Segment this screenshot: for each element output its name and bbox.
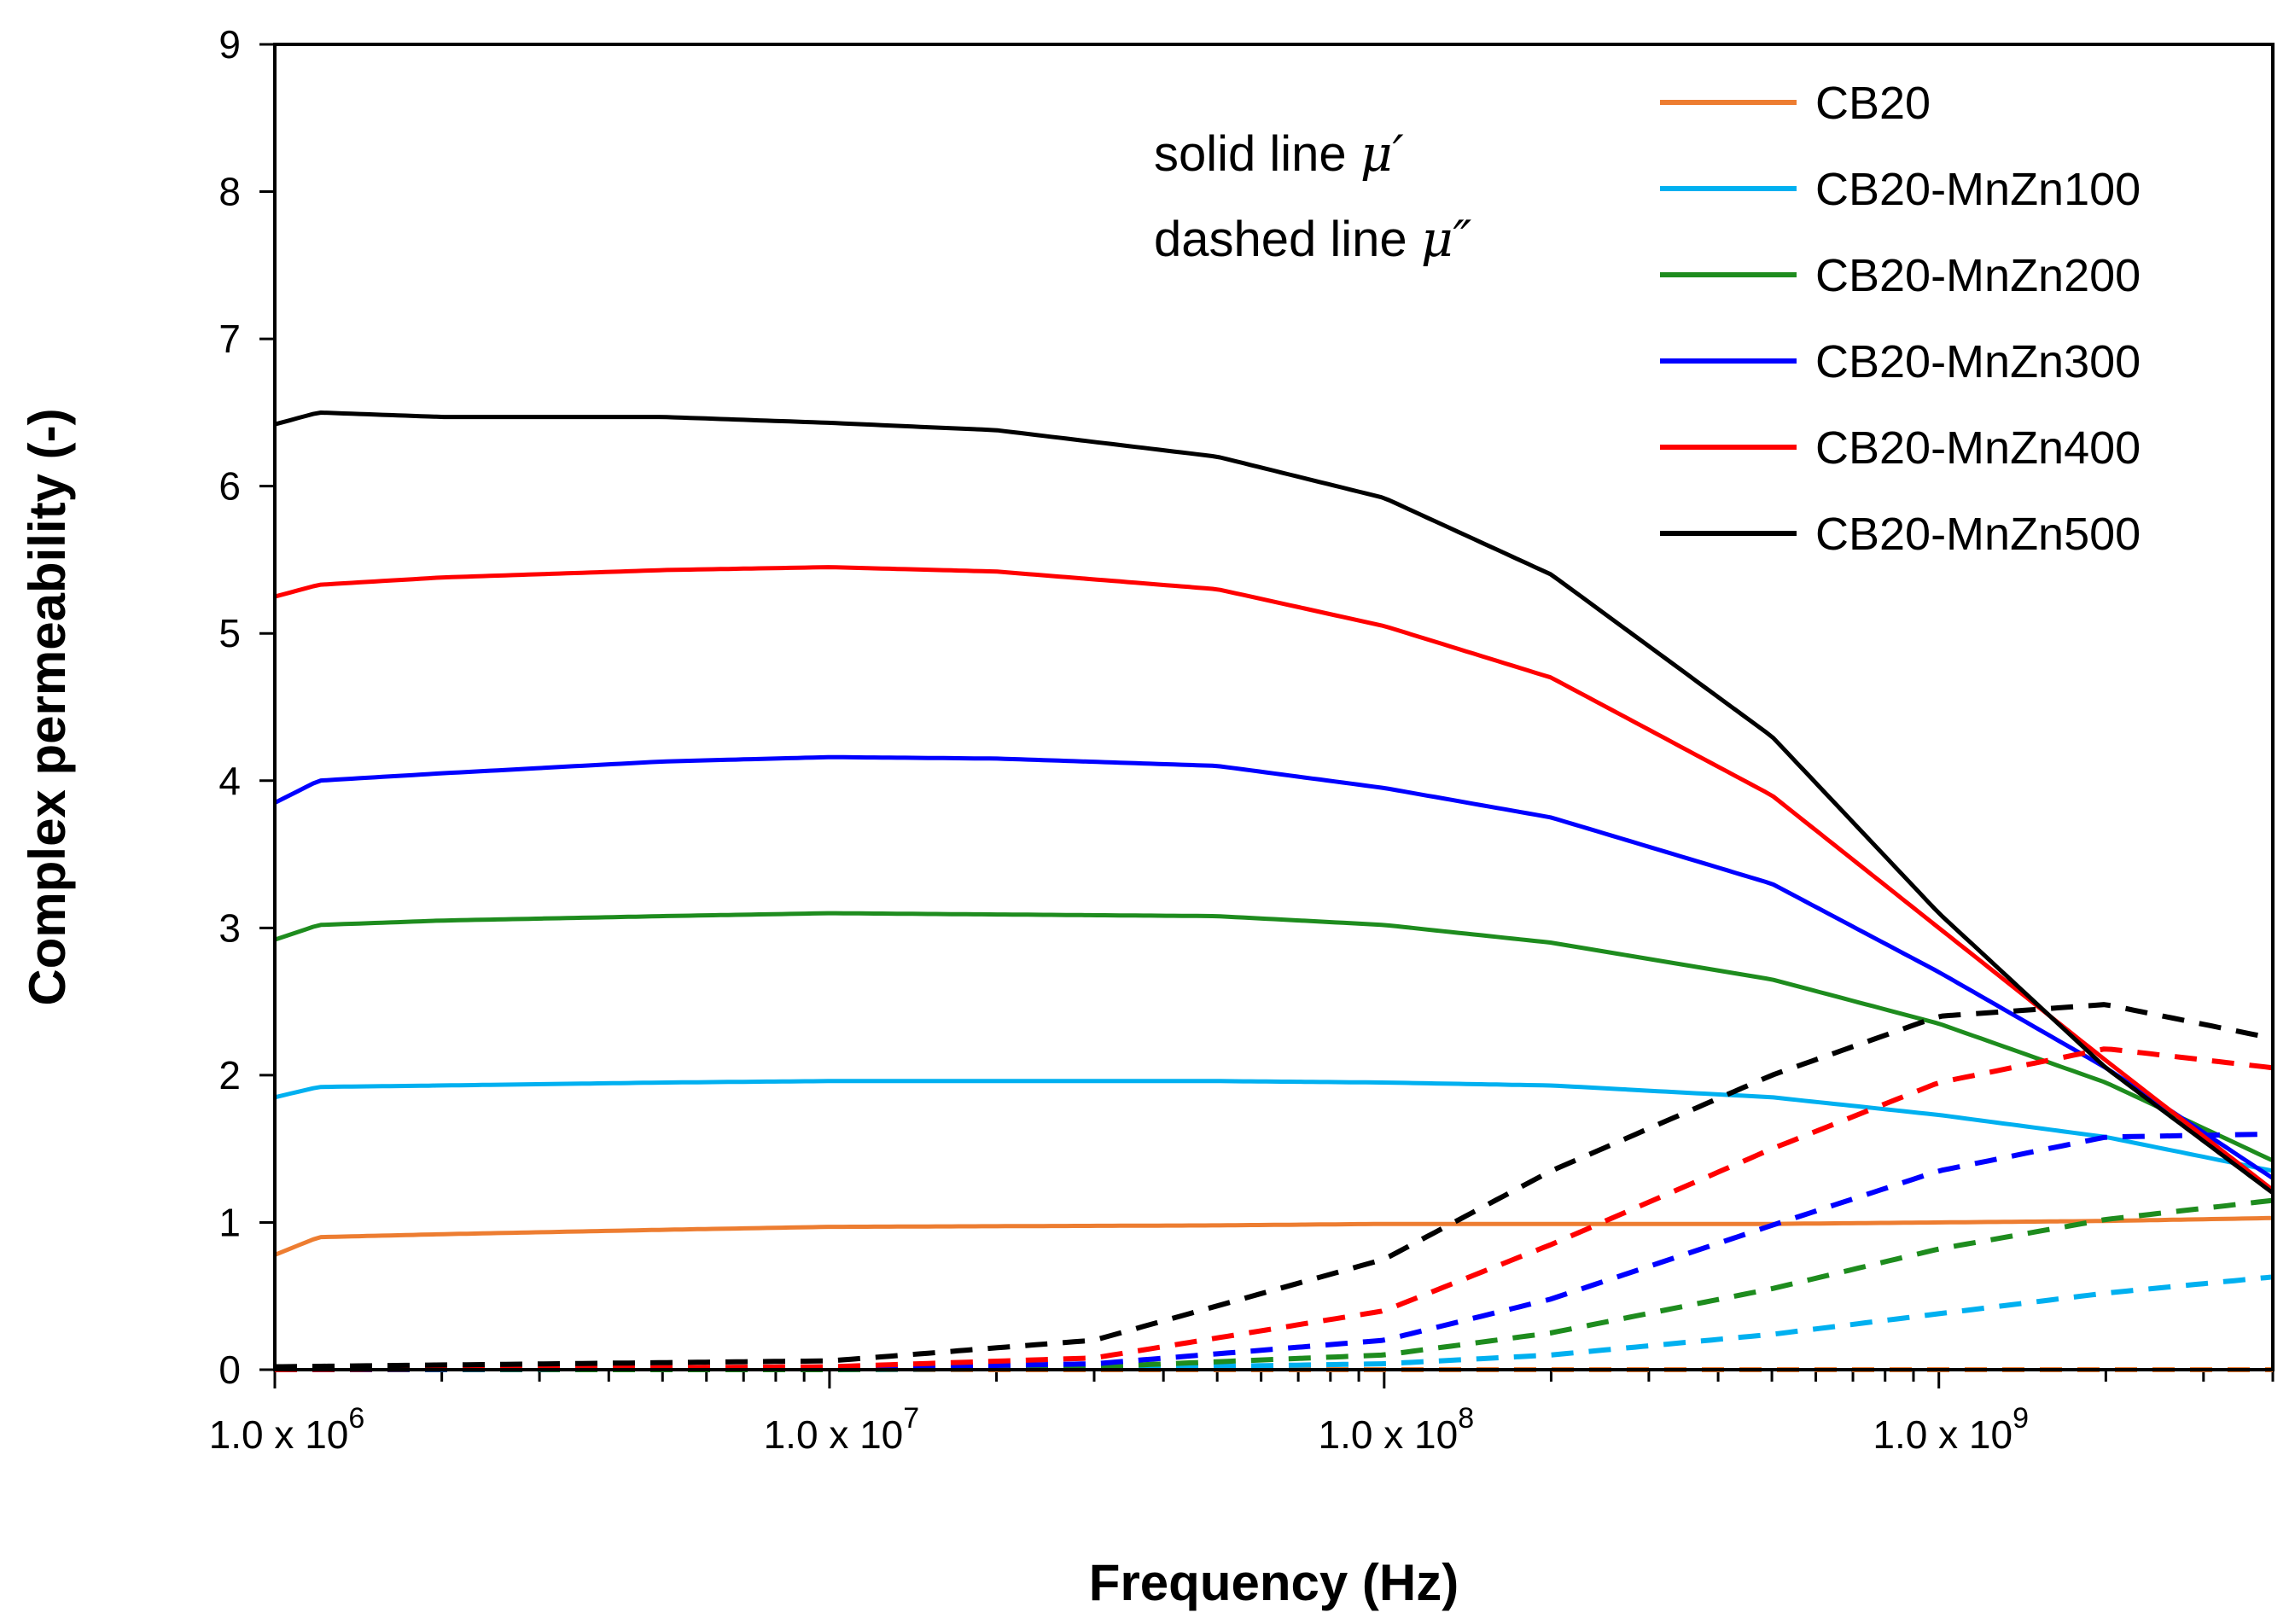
legend-item: CB20-MnZn200	[1660, 250, 2141, 301]
annotation-solid-line: solid line μ′	[1154, 125, 1404, 183]
series-cb20-mnzn300	[273, 754, 2275, 1372]
y-tick-label: 0	[218, 1348, 241, 1392]
legend-item: CB20-MnZn300	[1660, 336, 2141, 387]
y-tick-label: 8	[218, 170, 241, 214]
legend-item: CB20-MnZn100	[1660, 164, 2141, 215]
imaginary-part-line	[275, 1131, 2274, 1372]
real-part-line	[274, 1079, 2274, 1173]
series-cb20-mnzn200	[274, 911, 2275, 1372]
y-tick-labels: 0 1 2 3 4 5 6 7 8 9	[218, 22, 241, 1392]
plot-area-frame	[273, 43, 2275, 1371]
mu-prime-symbol: μ′	[1360, 125, 1404, 183]
annotation-solid-text: solid line	[1154, 126, 1360, 182]
y-tick-label: 1	[218, 1200, 241, 1244]
x-tick-mantissa: 1.0 x 10	[764, 1412, 904, 1457]
legend-item: CB20-MnZn400	[1660, 422, 2141, 474]
real-part-line	[274, 565, 2275, 1192]
y-tick-label: 3	[218, 905, 241, 950]
series-cb20-mnzn100	[274, 1079, 2274, 1372]
x-tick-label: 1.0 x 107	[764, 1402, 920, 1457]
imaginary-part-line	[275, 1002, 2274, 1370]
x-tick-exponent: 6	[348, 1402, 364, 1435]
legend-label: CB20-MnZn500	[1815, 509, 2141, 560]
series-cb20-mnzn400	[274, 565, 2275, 1372]
legend-label: CB20-MnZn100	[1815, 164, 2141, 215]
x-tick-labels: 1.0 x 106 1.0 x 107 1.0 x 108 1.0 x 109	[209, 1402, 2029, 1457]
y-tick-label: 4	[218, 759, 241, 803]
annotation-dashed-text: dashed line	[1154, 212, 1421, 267]
x-tick-label: 1.0 x 106	[209, 1402, 365, 1457]
x-tick-exponent: 9	[2012, 1402, 2029, 1435]
x-tick-mantissa: 1.0 x 10	[1873, 1412, 2012, 1457]
imaginary-part-line	[275, 1274, 2274, 1372]
x-tick-exponent: 7	[903, 1402, 919, 1435]
annotation-dashed-line: dashed line μ″	[1154, 210, 1472, 268]
x-axis-title: Frequency (Hz)	[1089, 1554, 1459, 1611]
series-cb20-mnzn500	[274, 410, 2275, 1370]
real-part-line	[274, 911, 2275, 1163]
legend-item: CB20-MnZn500	[1660, 509, 2141, 560]
real-part-line	[274, 1215, 2274, 1257]
x-tick-mantissa: 1.0 x 10	[1319, 1412, 1459, 1457]
y-tick-label: 7	[218, 317, 241, 361]
legend-label: CB20-MnZn400	[1815, 422, 2141, 474]
x-tick-label: 1.0 x 108	[1319, 1402, 1475, 1457]
x-tick-exponent: 8	[1458, 1402, 1474, 1435]
mu-double-prime-symbol: μ″	[1421, 210, 1472, 268]
real-part-line	[273, 754, 2275, 1180]
y-axis-title: Complex permeability (-)	[19, 408, 76, 1005]
legend-item: CB20	[1660, 78, 1931, 129]
x-tick-mantissa: 1.0 x 10	[209, 1412, 349, 1457]
y-tick-label: 2	[218, 1053, 241, 1097]
legend-label: CB20	[1815, 78, 1931, 129]
y-tick-label: 5	[218, 611, 241, 655]
x-tick-label: 1.0 x 109	[1873, 1402, 2029, 1457]
legend-label: CB20-MnZn300	[1815, 336, 2141, 387]
y-tick-label: 6	[218, 464, 241, 509]
line-style-annotation: solid line μ′ dashed line μ″	[1154, 125, 1472, 268]
legend-label: CB20-MnZn200	[1815, 250, 2141, 301]
real-part-line	[274, 410, 2275, 1195]
y-tick-label: 9	[218, 22, 241, 67]
legend: CB20 CB20-MnZn100 CB20-MnZn200 CB20-MnZn300…	[1660, 78, 2141, 560]
